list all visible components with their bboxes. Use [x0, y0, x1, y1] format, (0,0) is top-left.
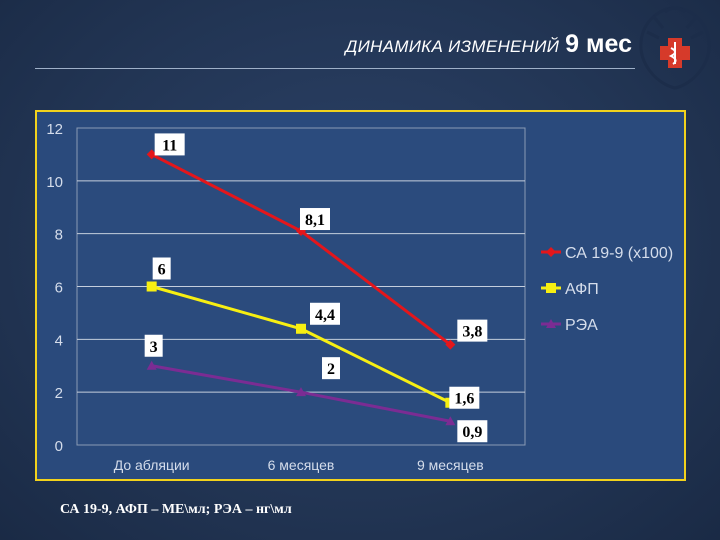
data-point: [296, 323, 306, 334]
units-footnote: СА 19-9, АФП – МЕ\мл; РЭА – нг\мл: [60, 502, 292, 517]
slide-title: ДИНАМИКА ИЗМЕНЕНИЙ 9 мес: [0, 30, 632, 59]
data-label-box: [300, 208, 330, 231]
data-label-text: 8,1: [305, 212, 325, 229]
data-label-text: 4,4: [315, 307, 335, 324]
legend-label: АФП: [565, 281, 599, 298]
data-label-box: [152, 257, 171, 280]
data-point: [445, 416, 456, 426]
data-label: 3: [144, 334, 163, 357]
data-label-box: [310, 302, 340, 325]
medical-emblem-icon: [639, 6, 711, 90]
data-label-text: 6: [158, 262, 166, 279]
data-label-text: 0,9: [462, 424, 482, 441]
data-label-box: [457, 319, 488, 342]
title-text: ДИНАМИКА ИЗМЕНЕНИЙ: [345, 37, 560, 56]
chart-panel: 0 2 4 6 8 10 12 До абляции 6 месяцев 9 месяцев 11 8…: [35, 110, 686, 481]
y-tick-label: 4: [55, 332, 63, 349]
y-tick-label: 2: [55, 385, 63, 402]
data-point: [146, 360, 157, 370]
legend-marker: [546, 283, 556, 293]
data-label-box: [322, 357, 340, 380]
title-period: 9 мес: [565, 30, 632, 58]
title-underline: [35, 68, 635, 69]
data-label-text: 1,6: [454, 391, 474, 408]
data-point: [445, 339, 456, 350]
y-tick-label: 6: [55, 280, 63, 297]
data-label-text: 2: [327, 361, 335, 378]
x-tick-label: До абляции: [114, 457, 190, 473]
data-label: 8,1: [300, 208, 330, 231]
data-label-text: 3: [150, 339, 158, 356]
x-tick-label: 6 месяцев: [268, 457, 335, 473]
legend-label: РЭА: [565, 317, 598, 334]
data-label-box: [154, 133, 185, 156]
data-label-text: 11: [162, 137, 177, 154]
data-label: 1,6: [449, 386, 480, 409]
data-point: [146, 281, 157, 292]
legend-label: СА 19-9 (х100): [565, 245, 673, 262]
data-label-box: [457, 420, 488, 443]
y-tick-label: 12: [46, 121, 63, 138]
x-tick-label: 9 месяцев: [417, 457, 484, 473]
data-label: 11: [154, 133, 185, 156]
data-point: [296, 387, 306, 397]
data-label-box: [449, 386, 480, 409]
data-label: 6: [152, 257, 171, 280]
data-label: 3,8: [457, 319, 488, 342]
legend-marker: [546, 319, 556, 328]
y-tick-label: 8: [55, 227, 63, 244]
data-point: [296, 226, 306, 237]
data-label: 4,4: [310, 302, 340, 325]
data-label: 2: [322, 357, 340, 380]
data-label: 0,9: [457, 420, 488, 443]
legend-marker: [546, 247, 556, 257]
y-tick-label: 0: [55, 438, 63, 455]
y-tick-label: 10: [46, 174, 63, 191]
line-chart: 0 2 4 6 8 10 12 До абляции 6 месяцев 9 месяцев 11 8…: [46, 121, 673, 473]
data-label-text: 3,8: [462, 324, 482, 341]
data-point: [146, 149, 157, 160]
data-label-box: [144, 334, 163, 357]
